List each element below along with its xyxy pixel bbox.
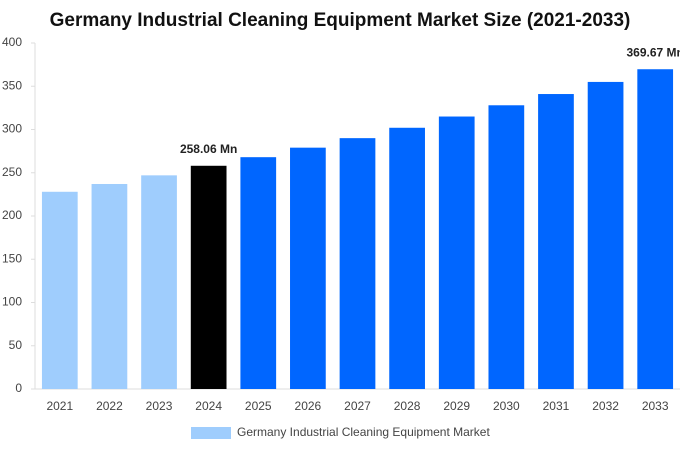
x-tick-label: 2021	[46, 399, 73, 413]
bar	[389, 127, 425, 390]
x-tick-label: 2033	[642, 399, 669, 413]
bar	[141, 175, 177, 389]
x-tick-label: 2031	[543, 399, 570, 413]
bar	[538, 94, 574, 389]
x-tick-label: 2032	[592, 399, 619, 413]
bar	[339, 138, 376, 389]
value-label: 258.06 Mn	[180, 142, 237, 156]
y-tick-label: 400	[2, 35, 22, 49]
y-tick-label: 250	[2, 165, 22, 179]
x-tick-label: 2029	[443, 399, 470, 413]
x-tick-label: 2022	[96, 399, 123, 413]
bar	[41, 191, 78, 389]
y-tick-label: 200	[2, 208, 22, 222]
x-tick-label: 2030	[493, 399, 520, 413]
bar	[190, 165, 227, 389]
x-tick-label: 2024	[195, 399, 222, 413]
x-tick-label: 2028	[394, 399, 421, 413]
bar	[488, 105, 525, 389]
x-tick-label: 2027	[344, 399, 371, 413]
bar	[637, 69, 674, 390]
y-tick-label: 150	[2, 251, 22, 265]
bar	[438, 116, 475, 390]
bar	[587, 81, 624, 390]
y-tick-label: 0	[15, 381, 22, 395]
chart-title: Germany Industrial Cleaning Equipment Ma…	[50, 10, 631, 31]
x-tick-label: 2023	[146, 399, 173, 413]
y-tick-label: 100	[2, 295, 22, 309]
bar	[240, 157, 277, 389]
x-tick-label: 2026	[295, 399, 322, 413]
bar	[290, 147, 326, 389]
legend-swatch	[191, 427, 231, 439]
y-tick-label: 50	[9, 338, 23, 352]
y-tick-label: 350	[2, 78, 22, 92]
value-label: 369.67 Mn	[627, 45, 680, 59]
legend-label: Germany Industrial Cleaning Equipment Ma…	[237, 425, 490, 439]
bar	[91, 183, 128, 389]
y-tick-label: 300	[2, 122, 22, 136]
x-tick-label: 2025	[245, 399, 272, 413]
